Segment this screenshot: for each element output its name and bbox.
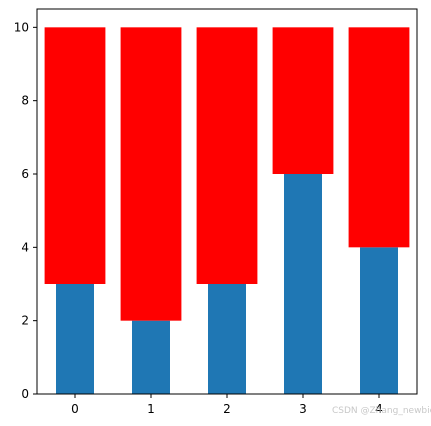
y-tick-label-4: 4 [21,240,29,254]
bar-series0-3 [284,174,322,394]
x-tick-label-0: 0 [71,402,79,416]
x-tick-label-1: 1 [147,402,155,416]
bar-series1-3 [272,27,334,175]
x-tick-label-2: 2 [223,402,231,416]
y-axis: 0 2 4 6 8 10 [14,20,37,401]
y-tick-label-10: 10 [14,20,29,34]
bar-series0-4 [360,247,398,394]
bar-series1-4 [348,27,410,248]
bars-layer [44,27,410,394]
bar-series1-0 [44,27,106,284]
y-tick-label-0: 0 [21,387,29,401]
y-tick-label-8: 8 [21,94,29,108]
x-axis: 0 1 2 3 4 [71,394,383,416]
x-tick-label-4: 4 [375,402,383,416]
bar-series0-2 [208,284,246,394]
y-tick-label-2: 2 [21,314,29,328]
x-tick-label-3: 3 [299,402,307,416]
bar-series1-2 [196,27,258,284]
bar-series1-1 [120,27,182,321]
watermark: CSDN @Zhang_newbie [332,406,431,416]
bar-series0-0 [56,284,94,394]
bar-series0-1 [132,320,170,394]
y-tick-label-6: 6 [21,167,29,181]
